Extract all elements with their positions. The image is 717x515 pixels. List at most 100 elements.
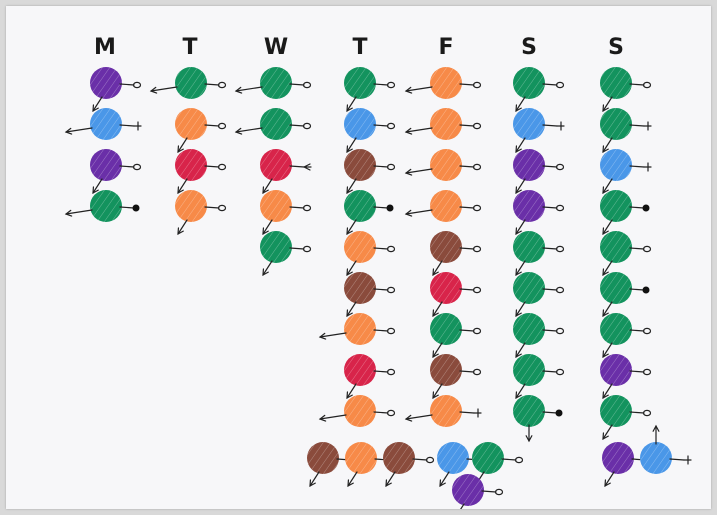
arrow-head: [404, 414, 413, 422]
leg: [515, 301, 526, 317]
figure-col3-row2: [234, 108, 312, 140]
arm: [289, 83, 305, 86]
figure-col3-row4: [260, 190, 312, 236]
leg: [602, 137, 613, 153]
ball-shading: [307, 442, 339, 474]
leg: [150, 86, 178, 92]
spoon-tool: [472, 204, 482, 212]
ball-shading: [344, 395, 376, 427]
figure-col5-row1: [404, 67, 482, 99]
spoon-tool: [132, 163, 142, 171]
spoon-tool: [555, 327, 565, 335]
day-label-monday: M: [94, 35, 116, 60]
spoon-tool: [472, 286, 482, 294]
spoon-tool: [642, 368, 652, 376]
spoon-tool: [642, 81, 652, 89]
figure-col7-row1: [600, 67, 652, 113]
arm: [542, 288, 558, 291]
arm: [289, 165, 305, 168]
leg: [515, 219, 526, 235]
figure-col7-row7: [600, 313, 652, 359]
figure-col7-row5: [600, 231, 652, 277]
arrow-head: [149, 86, 158, 94]
leg: [602, 260, 613, 276]
figure-col5-row2: [404, 108, 482, 140]
arm: [459, 165, 475, 168]
arrow-head: [515, 227, 522, 236]
spoon-tool: [217, 81, 227, 89]
ball-shading: [600, 67, 632, 99]
leg: [346, 260, 357, 276]
ball-shading: [472, 442, 504, 474]
cluster-figure-3: [383, 442, 435, 488]
leg: [602, 96, 613, 112]
arm: [459, 411, 475, 414]
day-labels: M T W T F S S: [94, 35, 624, 60]
ball-shading: [430, 67, 462, 99]
ball-shading: [513, 272, 545, 304]
arrow-head: [346, 227, 353, 236]
figure-col6-row7: [513, 313, 565, 359]
arm: [459, 370, 475, 373]
arm: [373, 370, 389, 373]
ball-shading: [260, 149, 292, 181]
arm: [289, 124, 305, 127]
figure-col1-row4: [64, 190, 140, 222]
day-label-sunday: S: [608, 35, 624, 60]
ball-shading: [602, 442, 634, 474]
leg: [515, 96, 526, 112]
ball-shading: [513, 149, 545, 181]
figure-col6-row6: [513, 272, 565, 318]
figure-col6-row3: [513, 149, 565, 195]
figure-col7-row3: [600, 149, 652, 195]
spoon-tool: [555, 81, 565, 89]
ball-shading: [600, 108, 632, 140]
leg: [460, 503, 465, 509]
arm: [542, 411, 558, 414]
arrow-head: [404, 168, 413, 176]
ball-shading: [430, 354, 462, 386]
arrow-head: [346, 391, 353, 400]
leg: [346, 383, 357, 399]
figure-col4-row1: [344, 67, 396, 113]
ball-shading: [260, 190, 292, 222]
leg: [346, 96, 357, 112]
figure-col5-row7: [430, 313, 482, 359]
arm: [542, 83, 558, 86]
figures-layer: [64, 67, 692, 509]
ball-shading: [452, 474, 484, 506]
leg: [432, 383, 443, 399]
figure-col3-row1: [234, 67, 312, 99]
arrow-head: [404, 209, 413, 217]
figure-col4-row7: [318, 313, 396, 345]
spoon-tool: [217, 163, 227, 171]
leg: [347, 471, 358, 487]
arrow-head: [604, 479, 611, 488]
arrow-head: [262, 227, 269, 236]
leg: [432, 301, 443, 317]
arrow-head: [318, 332, 327, 340]
ball-shading: [430, 108, 462, 140]
spoon-tool: [555, 368, 565, 376]
arm: [373, 124, 389, 127]
spoon-tool: [472, 122, 482, 130]
leg: [432, 342, 443, 358]
figure-col5-row8: [430, 354, 482, 400]
leg: [65, 209, 93, 215]
arm: [373, 329, 389, 332]
arm: [669, 458, 685, 461]
day-label-wednesday: W: [264, 35, 288, 60]
arrow-head: [515, 350, 522, 359]
leg: [432, 260, 443, 276]
ball-shading: [600, 354, 632, 386]
arrow-head: [602, 186, 609, 195]
arrow-head: [346, 104, 353, 113]
spoon-tool: [514, 456, 524, 464]
dot-tool: [642, 286, 650, 294]
figure-col3-row3: [260, 149, 312, 195]
arrow-head: [515, 268, 522, 277]
arm: [373, 247, 389, 250]
figure-col7-row6: [600, 272, 650, 318]
arm: [542, 165, 558, 168]
leg: [604, 471, 615, 487]
